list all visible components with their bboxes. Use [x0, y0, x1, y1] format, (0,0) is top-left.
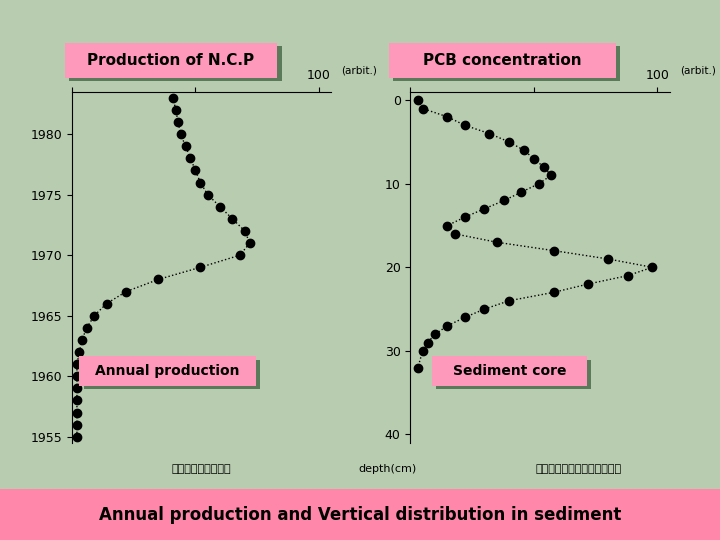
Text: depth(cm): depth(cm)	[359, 464, 417, 474]
Text: PCB concentration: PCB concentration	[423, 53, 582, 68]
Text: (arbit.): (arbit.)	[680, 66, 716, 76]
Text: 年次別ＰＣＢ出荷量: 年次別ＰＣＢ出荷量	[172, 464, 231, 474]
Text: Sediment core: Sediment core	[453, 364, 566, 378]
Text: Annual production and Vertical distribution in sediment: Annual production and Vertical distribut…	[99, 505, 621, 524]
Text: Annual production: Annual production	[95, 364, 240, 378]
Text: 底質中ＰＣＢ濃度の鈉直分布: 底質中ＰＣＢ濃度の鈉直分布	[536, 464, 622, 474]
Text: Production of N.C.P: Production of N.C.P	[87, 53, 255, 68]
Text: (arbit.): (arbit.)	[341, 66, 377, 76]
